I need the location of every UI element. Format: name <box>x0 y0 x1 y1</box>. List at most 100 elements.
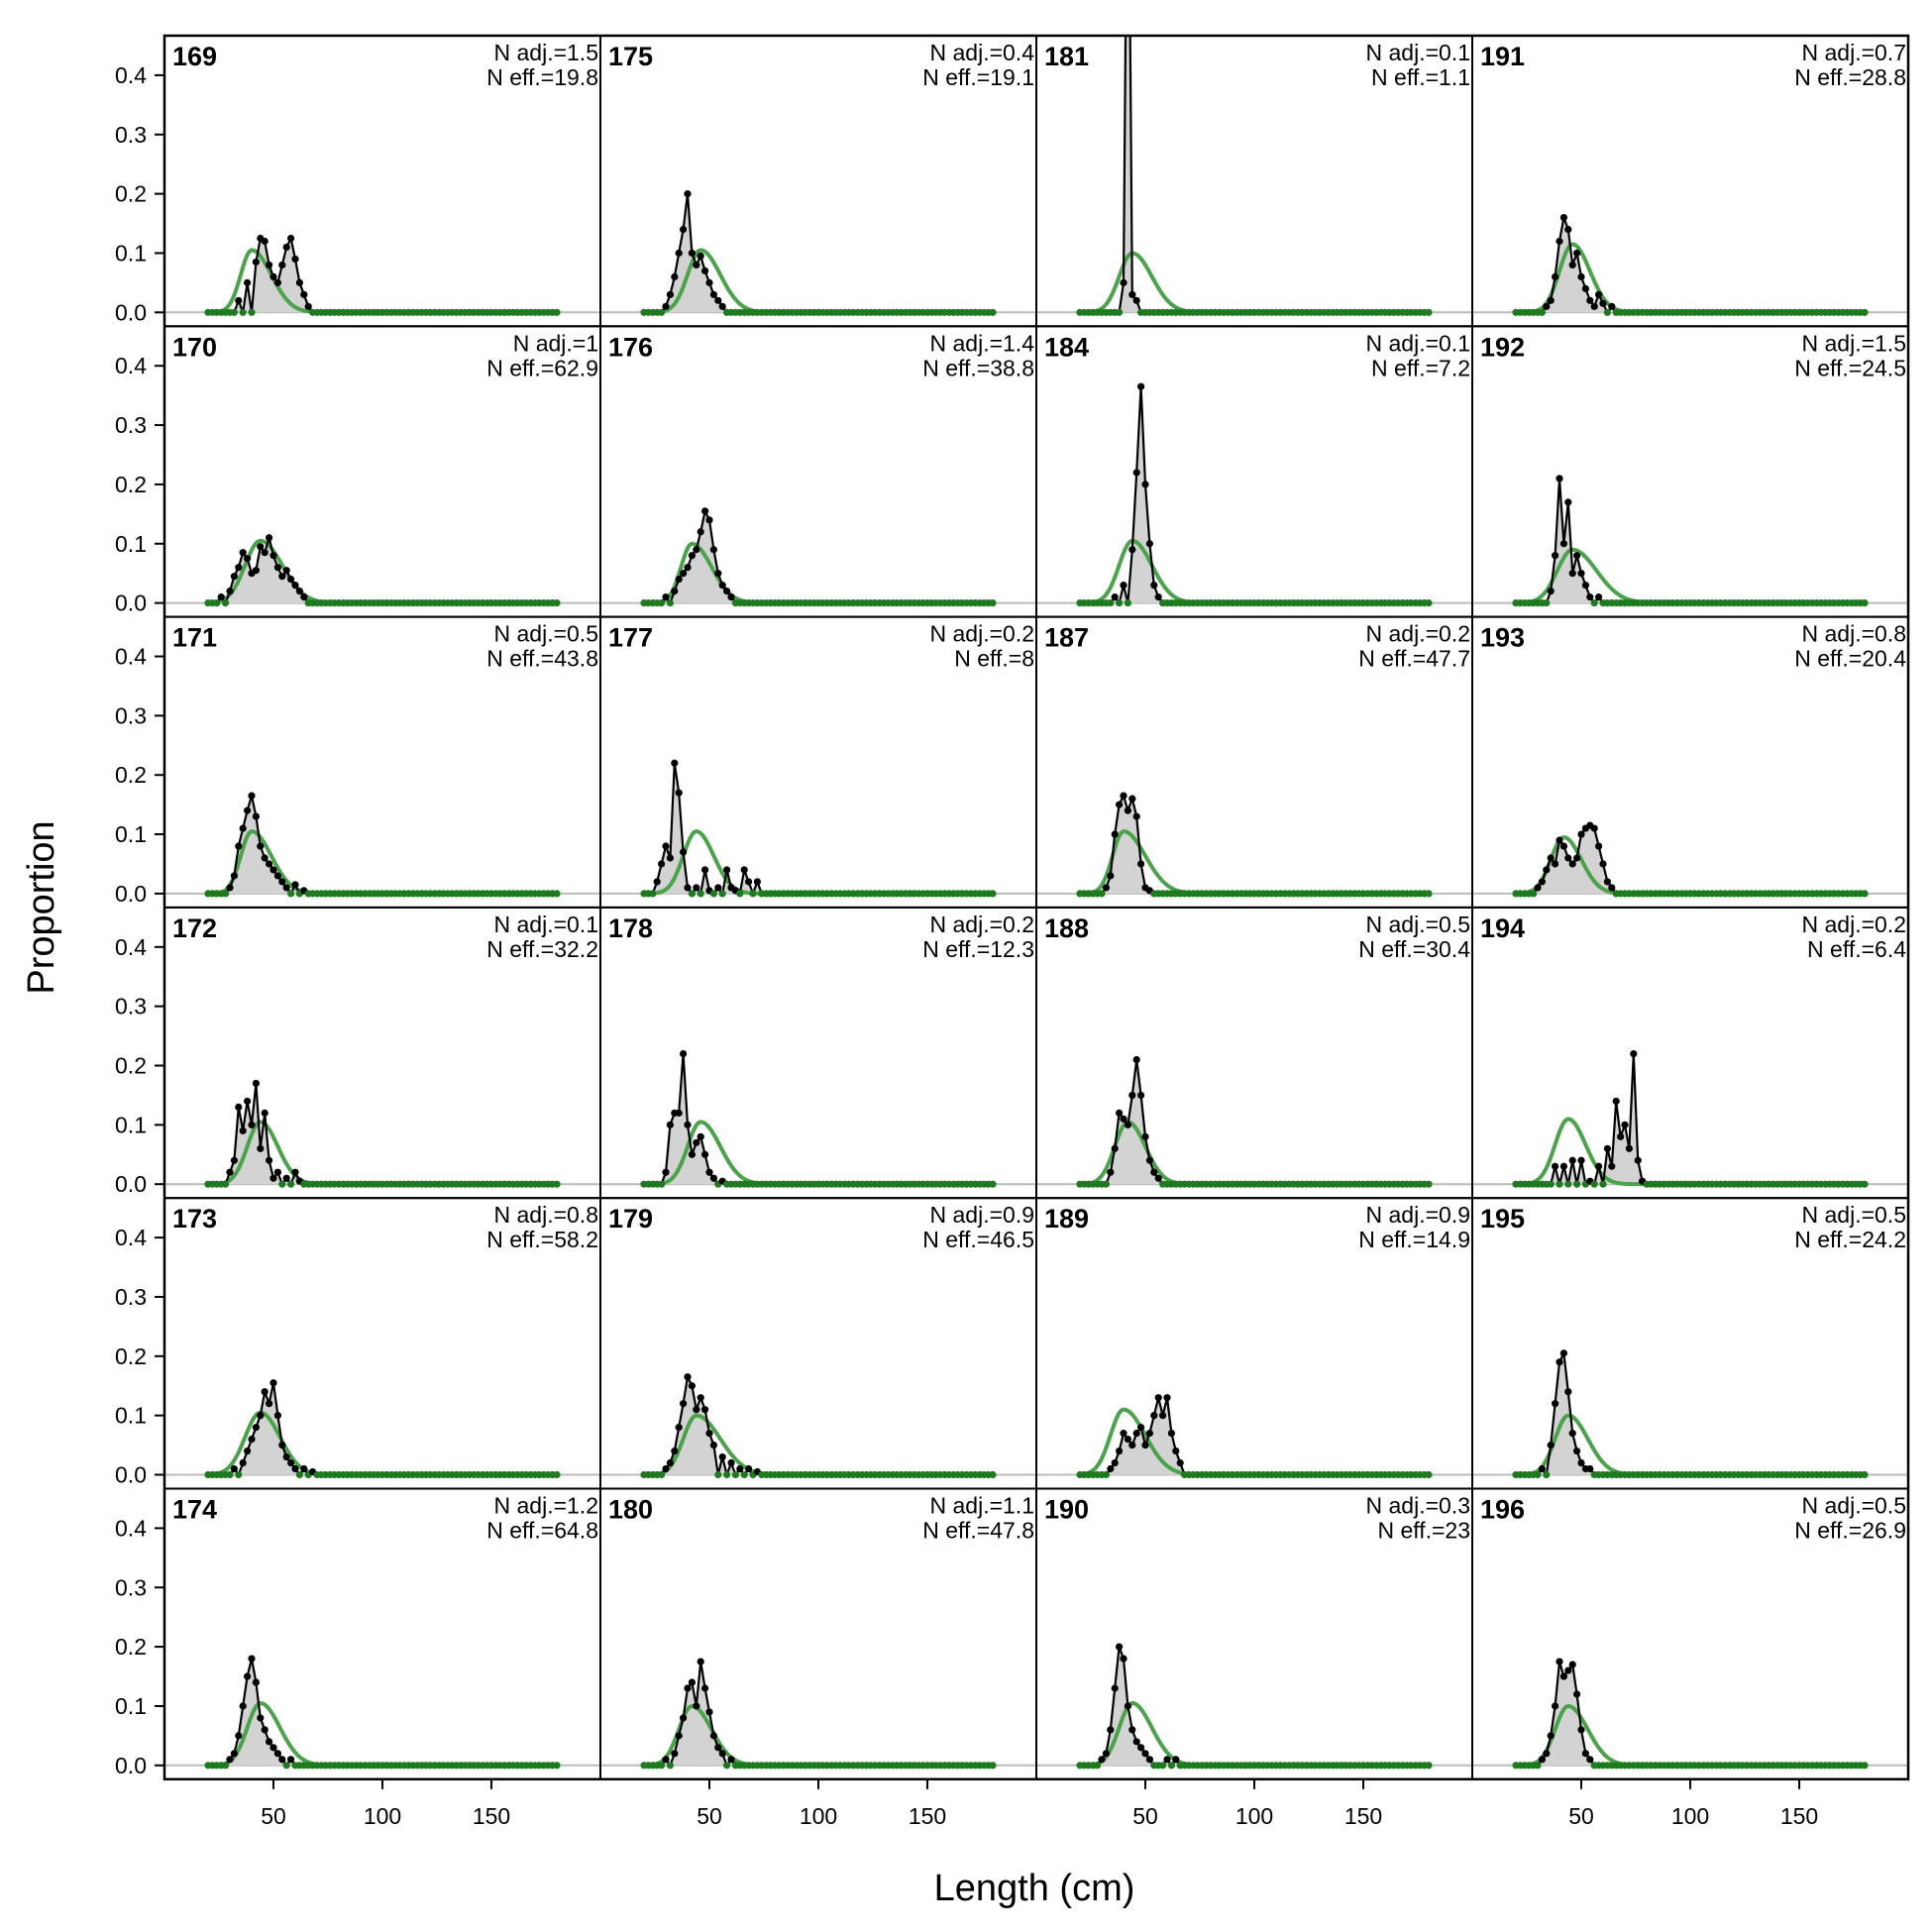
panel-189: 189 N adj.=0.9N eff.=14.9 <box>1035 1197 1473 1490</box>
observed-point <box>235 1732 243 1740</box>
bin-marker <box>1556 1180 1563 1188</box>
observed-point <box>1547 1732 1555 1740</box>
bin-marker <box>1590 599 1598 607</box>
observed-point <box>230 1750 238 1758</box>
observed-point <box>1132 1738 1140 1746</box>
observed-point <box>684 884 692 892</box>
observed-point <box>688 1150 696 1158</box>
observed-point <box>1141 1132 1149 1140</box>
x-tick-label: 50 <box>697 1803 722 1829</box>
bin-marker <box>1603 308 1611 316</box>
bin-marker <box>1124 599 1131 607</box>
observed-point <box>666 854 674 862</box>
observed-point <box>662 593 670 601</box>
observed-point <box>1102 1750 1110 1758</box>
observed-point <box>697 1132 704 1140</box>
n-adj-label: N adj.=1.1 <box>930 1493 1035 1519</box>
observed-point <box>1111 830 1119 838</box>
observed-point <box>230 1156 238 1164</box>
n-adj-label: N adj.=0.2 <box>930 621 1035 647</box>
bin-marker <box>749 890 757 898</box>
y-tick-label: 0.2 <box>115 181 147 207</box>
observed-point <box>1132 469 1140 477</box>
y-tick-label: 0.0 <box>115 299 147 325</box>
observed-point <box>1547 1441 1555 1449</box>
observed-area <box>1080 1647 1429 1766</box>
bin-marker <box>709 890 717 898</box>
observed-point <box>1568 1156 1576 1164</box>
observed-point <box>705 516 713 524</box>
observed-point <box>1612 1097 1620 1106</box>
y-tick-label: 0.1 <box>115 1403 147 1429</box>
observed-point <box>1625 1144 1633 1152</box>
observed-point <box>1577 1726 1585 1734</box>
bin-marker <box>666 1762 674 1770</box>
observed-point <box>680 1714 688 1722</box>
panel-179: 179 N adj.=0.9N eff.=46.5 <box>599 1197 1037 1490</box>
observed-point <box>230 573 238 581</box>
observed-point <box>1538 1464 1546 1473</box>
y-tick-label: 0.4 <box>115 62 147 88</box>
panel-id-label: 178 <box>608 913 653 943</box>
bin-marker <box>1098 890 1106 898</box>
x-axis-title: Length (cm) <box>934 1868 1135 1909</box>
observed-point <box>273 278 281 286</box>
observed-area <box>1080 386 1429 603</box>
panel-192: 192 N adj.=1.5N eff.=24.5 <box>1471 325 1909 618</box>
observed-point <box>701 507 709 515</box>
observed-point <box>291 1168 299 1176</box>
observed-point <box>291 1464 299 1473</box>
n-eff-label: N eff.=43.8 <box>486 646 598 672</box>
y-tick-label: 0.4 <box>115 1225 147 1250</box>
observed-point <box>693 1138 700 1146</box>
x-tick-label: 100 <box>1235 1803 1273 1829</box>
observed-point <box>1128 1091 1136 1100</box>
bin-marker <box>287 1180 295 1188</box>
bin-marker <box>553 1180 561 1188</box>
observed-point <box>217 593 225 601</box>
observed-point <box>1577 1458 1585 1467</box>
observed-area <box>1080 796 1429 894</box>
observed-point <box>701 1406 709 1414</box>
observed-point <box>248 1121 256 1128</box>
observed-point <box>1586 593 1594 601</box>
bin-marker <box>1861 1180 1869 1188</box>
panel-id-label: 171 <box>172 623 217 653</box>
n-eff-label: N eff.=19.8 <box>486 64 598 90</box>
panel-id-label: 190 <box>1044 1495 1089 1525</box>
observed-point <box>1573 854 1581 862</box>
y-tick-label: 0.0 <box>115 881 147 907</box>
observed-point <box>1538 1756 1546 1764</box>
observed-point <box>1124 1435 1131 1444</box>
observed-point <box>671 1447 679 1455</box>
n-adj-label: N adj.=0.2 <box>930 912 1035 937</box>
bin-marker <box>1530 890 1538 898</box>
observed-point <box>230 1464 238 1473</box>
n-adj-label: N adj.=1.5 <box>494 40 599 65</box>
observed-point <box>1599 860 1607 868</box>
observed-point <box>269 552 277 560</box>
observed-point <box>226 588 234 595</box>
observed-point <box>1617 1132 1625 1140</box>
panel-id-label: 176 <box>608 332 653 362</box>
observed-point <box>1137 860 1145 868</box>
panel-171: 171 N adj.=0.5N eff.=43.8 0.0 0.1 0.2 0.3 0.4 <box>115 615 601 909</box>
observed-point <box>671 759 679 767</box>
observed-point <box>1581 582 1589 590</box>
n-eff-label: N eff.=46.5 <box>922 1227 1034 1252</box>
x-tick-label: 150 <box>473 1803 510 1829</box>
observed-point <box>1568 860 1576 868</box>
observed-point <box>1564 225 1572 234</box>
observed-point <box>1132 812 1140 820</box>
observed-point <box>257 1412 265 1420</box>
panel-190: 190 N adj.=0.3N eff.=23 50 100 150 <box>1035 1487 1473 1829</box>
n-adj-label: N adj.=0.2 <box>1366 621 1471 647</box>
n-eff-label: N eff.=64.8 <box>486 1518 598 1544</box>
y-tick-label: 0.4 <box>115 644 147 670</box>
observed-point <box>1159 1412 1167 1420</box>
n-eff-label: N eff.=23 <box>1377 1518 1470 1544</box>
panel-193: 193 N adj.=0.8N eff.=20.4 <box>1471 615 1909 909</box>
observed-point <box>226 1168 234 1176</box>
observed-point <box>1568 570 1576 578</box>
observed-point <box>282 884 290 892</box>
